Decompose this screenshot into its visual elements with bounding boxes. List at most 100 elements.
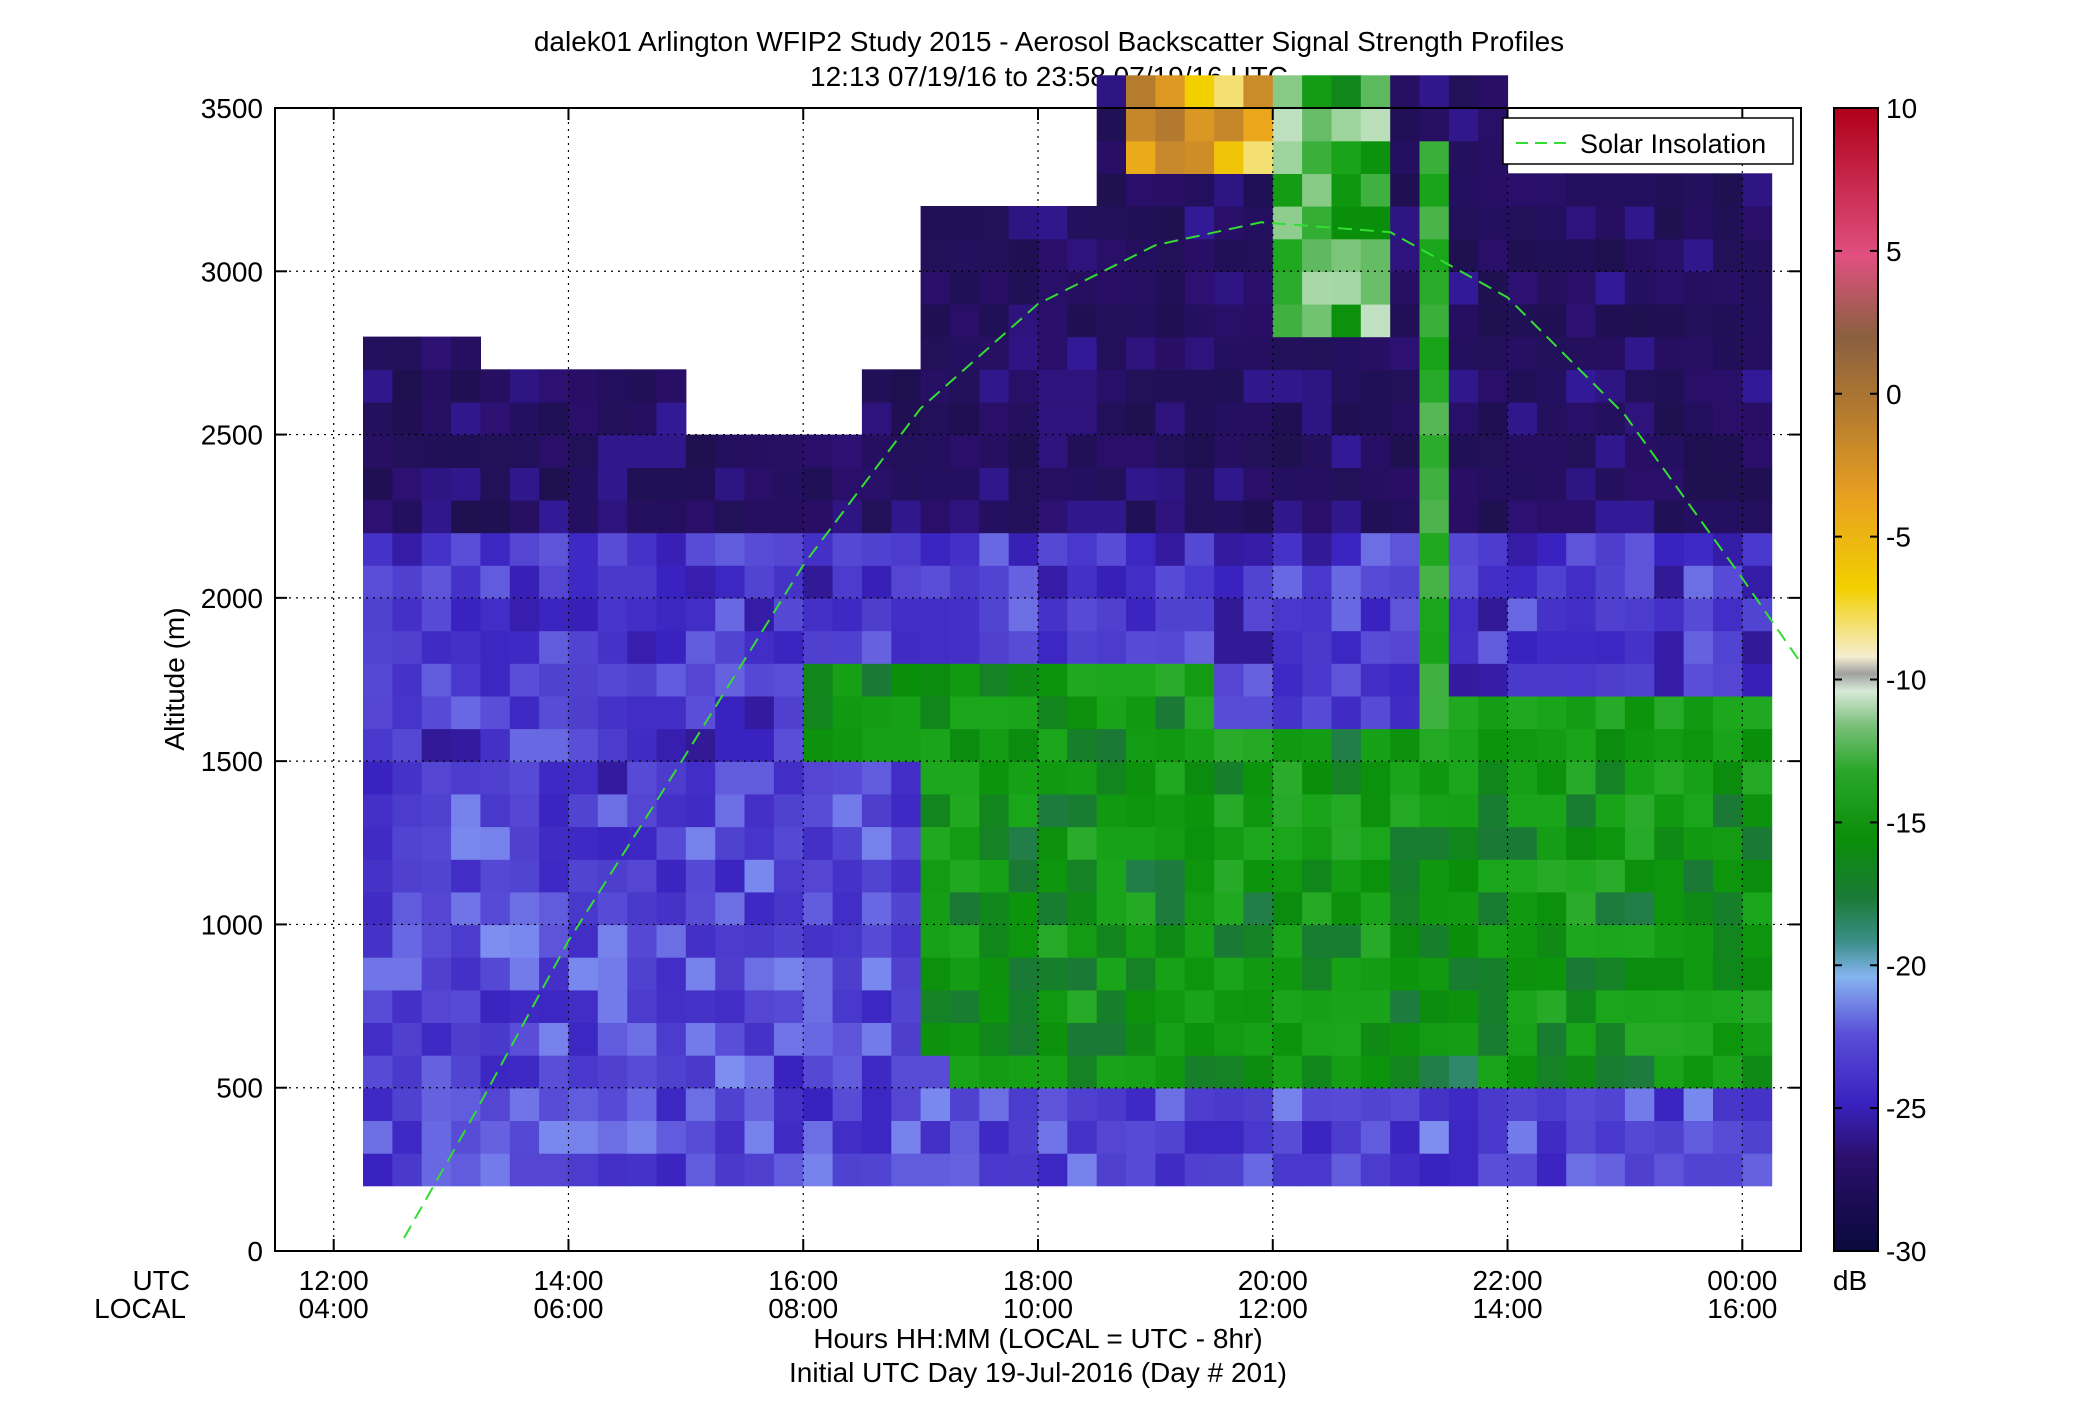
- heatmap-cell: [1566, 336, 1597, 370]
- heatmap-cell: [656, 499, 687, 534]
- heatmap-cell: [1214, 1022, 1244, 1056]
- heatmap-cell: [1419, 989, 1450, 1023]
- heatmap-cell: [1478, 499, 1509, 534]
- heatmap-cell: [1713, 924, 1743, 958]
- heatmap-cell: [1038, 532, 1068, 566]
- heatmap-cell: [1713, 271, 1743, 305]
- heatmap-cell: [1214, 206, 1244, 240]
- heatmap-cell: [773, 859, 804, 893]
- heatmap-cell: [1331, 206, 1362, 240]
- heatmap-cell: [1713, 761, 1743, 795]
- heatmap-cell: [1038, 1055, 1068, 1089]
- heatmap-cell: [1595, 206, 1626, 240]
- heatmap-cell: [979, 1153, 1010, 1187]
- heatmap-cell: [568, 695, 599, 730]
- heatmap-cell: [950, 1055, 980, 1089]
- heatmap-cell: [715, 434, 746, 468]
- heatmap-cell: [891, 565, 922, 599]
- heatmap-cell: [1008, 499, 1039, 534]
- heatmap-cell: [480, 826, 511, 860]
- heatmap-cell: [1008, 303, 1039, 338]
- heatmap-cell: [597, 499, 628, 534]
- heatmap-cell: [1243, 238, 1274, 272]
- heatmap-cell: [392, 499, 423, 534]
- heatmap-cell: [1448, 271, 1479, 305]
- heatmap-cell: [1713, 238, 1743, 272]
- heatmap-cell: [891, 924, 922, 958]
- heatmap-cell: [1038, 369, 1068, 403]
- heatmap-cell: [1184, 1022, 1215, 1056]
- heatmap-cell: [1331, 793, 1362, 828]
- heatmap-cell: [1126, 336, 1156, 370]
- heatmap-cell: [1331, 1055, 1362, 1089]
- heatmap-cell: [715, 1087, 746, 1121]
- heatmap-cell: [1624, 303, 1655, 338]
- heatmap-cell: [1536, 989, 1567, 1023]
- heatmap-cell: [1302, 728, 1332, 762]
- heatmap-cell: [1155, 1022, 1186, 1056]
- heatmap-cell: [1272, 1022, 1303, 1056]
- heatmap-cell: [1624, 467, 1655, 501]
- heatmap-cell: [1448, 663, 1479, 697]
- heatmap-cell: [1067, 957, 1098, 991]
- heatmap-cell: [1067, 1120, 1098, 1154]
- heatmap-cell: [979, 924, 1010, 958]
- heatmap-cell: [1390, 761, 1421, 795]
- heatmap-cell: [1566, 630, 1597, 664]
- heatmap-cell: [1126, 532, 1156, 566]
- heatmap-cell: [1390, 597, 1421, 632]
- heatmap-cell: [1184, 728, 1215, 762]
- heatmap-cell: [1595, 401, 1626, 436]
- heatmap-cell: [1272, 1120, 1303, 1154]
- heatmap-cell: [363, 336, 393, 370]
- heatmap-cell: [1096, 826, 1127, 860]
- heatmap-cell: [773, 924, 804, 958]
- heatmap-cell: [1742, 467, 1773, 501]
- heatmap-cell: [1742, 989, 1773, 1023]
- heatmap-cell: [920, 695, 951, 730]
- heatmap-cell: [392, 1120, 423, 1154]
- heatmap-cell: [861, 924, 892, 958]
- x-tick-label-local: 12:00: [1238, 1293, 1308, 1324]
- heatmap-cell: [1243, 924, 1274, 958]
- heatmap-cell: [773, 793, 804, 828]
- heatmap-cell: [1243, 630, 1274, 664]
- heatmap-cell: [1184, 597, 1215, 632]
- heatmap-cell: [1272, 303, 1303, 338]
- y-tick-label: 2500: [201, 420, 263, 451]
- heatmap-cell: [1155, 401, 1186, 436]
- heatmap-cell: [421, 499, 452, 534]
- heatmap-cell: [1096, 532, 1127, 566]
- heatmap-cell: [832, 1055, 863, 1089]
- heatmap-cell: [1624, 336, 1655, 370]
- heatmap-cell: [597, 565, 628, 599]
- heatmap-cell: [1184, 793, 1215, 828]
- heatmap-cell: [1478, 597, 1509, 632]
- heatmap-cell: [685, 597, 716, 632]
- heatmap-cell: [1331, 173, 1362, 207]
- colorbar-tick-label: -10: [1886, 665, 1926, 696]
- heatmap-cells: [363, 75, 1773, 1187]
- heatmap-cell: [715, 859, 746, 893]
- heatmap-cell: [1566, 859, 1597, 893]
- heatmap-cell: [685, 532, 716, 566]
- heatmap-cell: [392, 597, 423, 632]
- heatmap-cell: [1390, 434, 1421, 468]
- heatmap-cell: [1419, 140, 1450, 174]
- heatmap-cell: [1654, 303, 1685, 338]
- heatmap-cell: [685, 989, 716, 1023]
- heatmap-cell: [1243, 108, 1274, 142]
- heatmap-cell: [1448, 957, 1479, 991]
- solar-insolation-line: [403, 221, 1802, 1239]
- heatmap-cell: [1448, 434, 1479, 468]
- heatmap-cell: [1243, 1055, 1274, 1089]
- heatmap-cell: [1713, 663, 1743, 697]
- heatmap-cell: [1507, 630, 1538, 664]
- heatmap-cell: [597, 369, 628, 403]
- heatmap-cell: [1624, 859, 1655, 893]
- heatmap-cell: [1654, 532, 1685, 566]
- heatmap-cell: [656, 565, 687, 599]
- heatmap-cell: [1448, 108, 1479, 142]
- heatmap-cell: [1654, 173, 1685, 207]
- heatmap-cell: [744, 728, 775, 762]
